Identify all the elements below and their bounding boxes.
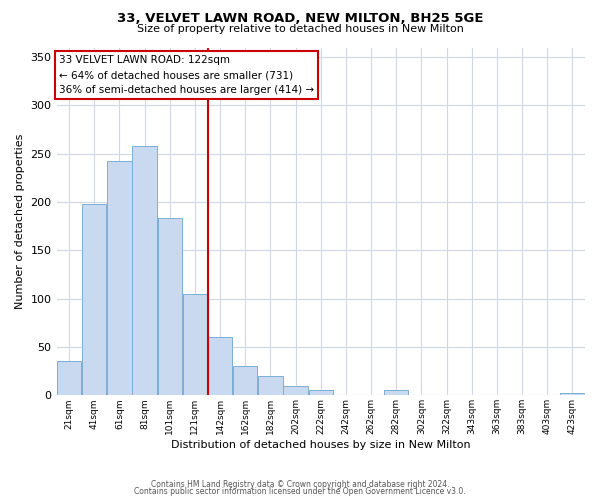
Bar	[107, 162, 131, 396]
Bar	[57, 362, 82, 396]
Bar	[384, 390, 409, 396]
Bar	[233, 366, 257, 396]
Bar	[158, 218, 182, 396]
Bar	[183, 294, 207, 396]
Text: Contains HM Land Registry data © Crown copyright and database right 2024.: Contains HM Land Registry data © Crown c…	[151, 480, 449, 489]
Text: 33 VELVET LAWN ROAD: 122sqm
← 64% of detached houses are smaller (731)
36% of se: 33 VELVET LAWN ROAD: 122sqm ← 64% of det…	[59, 55, 314, 95]
Bar	[258, 376, 283, 396]
X-axis label: Distribution of detached houses by size in New Milton: Distribution of detached houses by size …	[171, 440, 470, 450]
Bar	[560, 394, 584, 396]
Y-axis label: Number of detached properties: Number of detached properties	[15, 134, 25, 309]
Bar	[283, 386, 308, 396]
Bar	[133, 146, 157, 396]
Bar	[208, 338, 232, 396]
Bar	[308, 390, 333, 396]
Text: Size of property relative to detached houses in New Milton: Size of property relative to detached ho…	[137, 24, 463, 34]
Text: 33, VELVET LAWN ROAD, NEW MILTON, BH25 5GE: 33, VELVET LAWN ROAD, NEW MILTON, BH25 5…	[117, 12, 483, 26]
Text: Contains public sector information licensed under the Open Government Licence v3: Contains public sector information licen…	[134, 487, 466, 496]
Bar	[82, 204, 106, 396]
